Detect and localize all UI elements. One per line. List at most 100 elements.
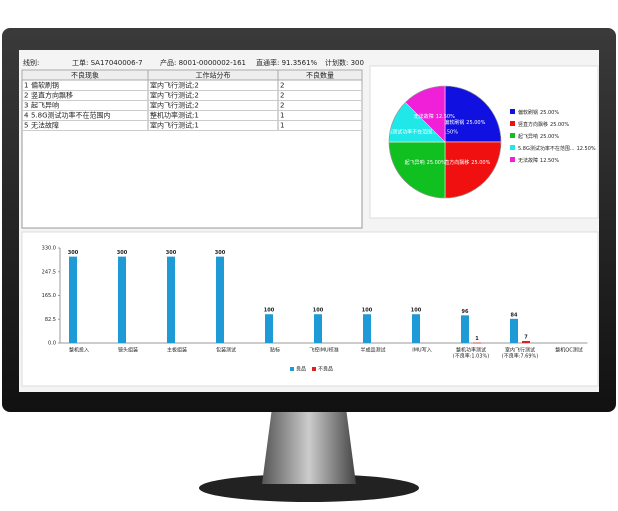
slice-value: 12.50% xyxy=(436,114,455,120)
slice-name: 起飞异响 xyxy=(405,158,425,165)
bar xyxy=(69,256,77,343)
legend-label: 5.8G测试功率不在范围... 12.50% xyxy=(518,145,596,152)
bar-value-label: 300 xyxy=(68,250,79,256)
slice-label: 5.8G测试功率不在范围... 12.50% xyxy=(380,128,458,135)
table-cell: 室内飞行测试;2 xyxy=(150,81,199,90)
slice-value: 25.00% xyxy=(471,159,490,165)
legend-label: 不良品 xyxy=(318,366,333,373)
x-tick-label: 飞控IMU校准 xyxy=(309,347,338,354)
x-tick-label: 贴标 xyxy=(270,347,280,354)
legend-name: 起飞异响 xyxy=(518,133,538,140)
legend-name: 竖直方向飘移 xyxy=(518,121,548,128)
slice-label: 无法故障 12.50% xyxy=(414,113,455,120)
table-cell: 室内飞行测试;1 xyxy=(150,121,199,130)
bar-value-label: 84 xyxy=(511,312,518,318)
bar-panel xyxy=(21,231,599,387)
x-tick-label: 包装测试 xyxy=(216,347,236,354)
stand-base xyxy=(199,474,419,502)
bar-value-label: 1 xyxy=(475,336,479,342)
table-cell: 起飞异响 xyxy=(31,101,59,110)
y-tick-label: 330.0 xyxy=(42,246,56,252)
legend-label: 偏软刷锅 25.00% xyxy=(518,109,559,116)
column-header: 不良数量 xyxy=(306,71,334,80)
bar xyxy=(461,315,469,343)
bar-chart: 0.0 82.5 165.0 247.5 330.0 整机投入 300 镜头组装 300 主板组装… xyxy=(42,246,588,373)
x-tick-label: 主板组装 xyxy=(167,347,187,354)
column-header: 工作站分布 xyxy=(196,71,231,80)
table-cell: 偏软刷锅 xyxy=(31,81,59,90)
slice-name: 5.8G测试功率不在范围... xyxy=(380,128,437,135)
legend-name: 偏软刷锅 xyxy=(518,109,538,116)
table-cell: 4 xyxy=(24,112,29,120)
table-cell: 1 xyxy=(280,112,284,120)
legend-swatch xyxy=(510,157,515,162)
product: 产品: 8001-0000002-161 xyxy=(160,58,246,67)
y-tick-label: 82.5 xyxy=(45,317,56,323)
legend-value: 25.00% xyxy=(540,110,559,116)
legend-swatch xyxy=(510,145,515,150)
bar-value-label: 300 xyxy=(117,250,128,256)
slice-label: 偏软刷锅 25.00% xyxy=(444,119,485,126)
slice-value: 12.50% xyxy=(439,129,458,135)
legend-swatch xyxy=(510,133,515,138)
plan: 计划数: 300 xyxy=(325,58,364,67)
y-tick-label: 247.5 xyxy=(42,269,56,275)
slice-label: 起飞异响 25.00% xyxy=(405,158,446,165)
legend-value: 12.50% xyxy=(540,158,559,164)
x-tick-label: 整机投入 xyxy=(69,347,89,354)
column-header: 不良现象 xyxy=(71,71,99,80)
slice-name: 竖直方向飘移 xyxy=(439,158,469,165)
legend-label: 起飞异响 25.00% xyxy=(518,133,559,140)
legend-label: 良品 xyxy=(296,366,306,373)
x-tick-label: 半成品测试 xyxy=(360,347,385,354)
line-label: 线别: xyxy=(23,58,39,67)
bar-value-label: 7 xyxy=(524,334,528,340)
table-cell: 3 xyxy=(24,102,28,110)
table-cell: 室内飞行测试;2 xyxy=(150,91,199,100)
table-cell: 2 xyxy=(280,82,284,90)
legend-name: 无法故障 xyxy=(518,157,538,164)
legend-value: 25.00% xyxy=(540,134,559,140)
bar-value-label: 300 xyxy=(215,250,226,256)
legend-label: 竖直方向飘移 25.00% xyxy=(518,121,569,128)
x-tick-label: 镜头组装 xyxy=(118,347,138,354)
legend-swatch xyxy=(290,367,294,371)
x-tick-label: IMU写入 xyxy=(412,348,431,354)
table-cell: 5 xyxy=(24,122,28,130)
stand-neck xyxy=(262,408,356,484)
x-tick-note: (不良率:1.03%) xyxy=(453,353,490,360)
bar xyxy=(167,256,175,343)
bar-value-label: 100 xyxy=(362,308,373,314)
bar-value-label: 100 xyxy=(411,308,422,314)
table-cell: 整机功率测试;1 xyxy=(150,111,199,120)
legend-swatch xyxy=(312,367,316,371)
slice-value: 25.00% xyxy=(466,120,485,126)
x-tick-label: 整机QC测试 xyxy=(555,347,582,354)
table-cell: 无法故障 xyxy=(31,121,59,130)
x-tick-label: 整机功率测试 xyxy=(456,347,486,354)
bar xyxy=(412,314,420,343)
order: 工单: SA17040006-7 xyxy=(72,58,143,67)
bar-value-label: 100 xyxy=(264,308,275,314)
legend-value: 12.50% xyxy=(577,146,596,152)
slice-value: 25.00% xyxy=(427,159,446,165)
bar xyxy=(118,256,126,343)
table-cell: 室内飞行测试;2 xyxy=(150,101,199,110)
table-cell: 2 xyxy=(280,92,284,100)
legend-name: 5.8G测试功率不在范围... xyxy=(518,145,575,152)
legend-label: 无法故障 12.50% xyxy=(518,157,559,164)
slice-name: 无法故障 xyxy=(414,113,434,120)
yield: 直通率: 91.3561% xyxy=(256,58,318,67)
bar xyxy=(473,342,481,344)
bar-value-label: 96 xyxy=(462,309,469,315)
table-panel xyxy=(21,69,363,229)
bar xyxy=(314,314,322,343)
table-cell: 竖直方向飘移 xyxy=(31,91,73,100)
pie-rim xyxy=(388,85,502,199)
bar xyxy=(363,314,371,343)
legend-value: 25.00% xyxy=(550,122,569,128)
bar xyxy=(510,318,518,343)
pie-chart: 偏软刷锅 25.00%偏软刷锅 25.00%竖直方向飘移 25.00%竖直方向飘移 25… xyxy=(380,85,596,199)
